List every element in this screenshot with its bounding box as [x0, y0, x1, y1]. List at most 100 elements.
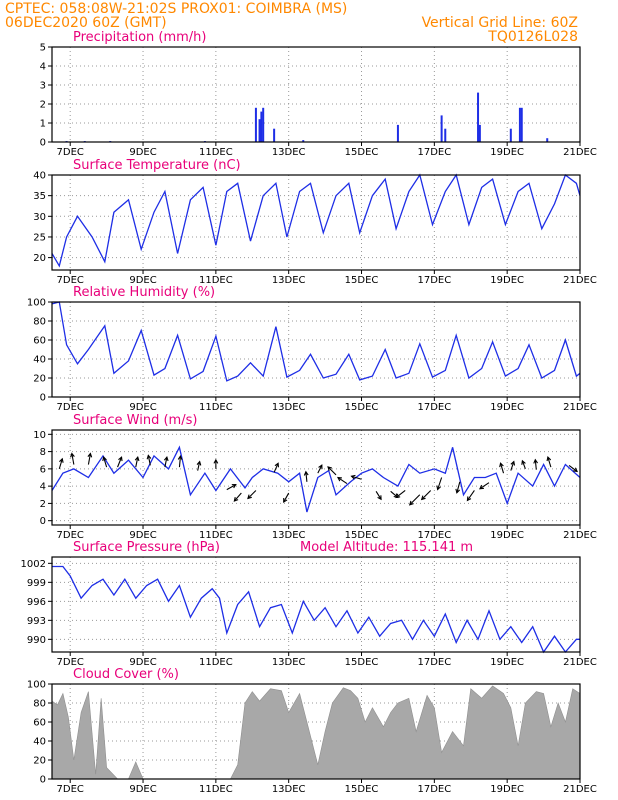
wind-arrowhead: [420, 495, 426, 501]
wind-arrowhead: [233, 497, 239, 502]
precip-bar: [478, 124, 481, 142]
wind-line: [51, 445, 581, 513]
cloud-xtick-label: 13DEC: [272, 784, 306, 795]
precip-bar: [509, 128, 512, 142]
wind-ytick-label: 8: [40, 447, 46, 458]
rh-title: Relative Humidity (%): [73, 285, 215, 300]
wind-arrow: [395, 490, 406, 498]
cloud-xtick-label: 17DEC: [417, 784, 451, 795]
rh-panel: 0 20 40 60 80 100 7DEC 9DEC 11DEC 13DEC 15DEC 17DEC…: [27, 285, 597, 413]
temp-xtick-label: 7DEC: [57, 275, 84, 286]
wind-arrow: [409, 494, 421, 506]
wind-arrowhead: [350, 474, 356, 480]
rh-xtick-label: 9DEC: [129, 402, 156, 413]
wind-arrow: [568, 464, 578, 472]
press-xtick-label: 21DEC: [563, 657, 597, 668]
wind-ytick-label: 2: [40, 499, 46, 510]
cloud-ytick-label: 60: [33, 718, 46, 729]
wind-ytick-label: 6: [40, 464, 46, 475]
wind-xtick-label: 19DEC: [490, 530, 524, 541]
wind-arrowhead: [436, 485, 441, 491]
wind-arrow: [375, 491, 382, 500]
press-line: [52, 565, 580, 654]
press-frame: [51, 556, 581, 653]
precip-bar: [302, 140, 305, 142]
wind-arrow: [273, 463, 279, 473]
press-ytick-label: 993: [27, 616, 46, 627]
wind-arrowhead: [479, 484, 484, 490]
wind-arrow: [147, 455, 151, 466]
rh-xtick-label: 13DEC: [272, 402, 306, 413]
precip-bar: [477, 92, 480, 142]
wind-arrow: [510, 461, 515, 471]
wind-xtick-label: 11DEC: [199, 530, 233, 541]
wind-arrow: [534, 459, 537, 470]
wind-xtick-label: 15DEC: [345, 530, 379, 541]
precip-bar: [262, 107, 265, 142]
wind-arrowhead: [177, 454, 183, 461]
precip-bar: [254, 107, 257, 142]
temp-ytick-label: 35: [33, 191, 46, 202]
wind-arrowhead: [247, 494, 252, 500]
temp-frame: [51, 174, 581, 271]
rh-ytick-label: 60: [33, 336, 46, 347]
wind-arrowhead: [118, 456, 123, 462]
wind-arrow: [135, 457, 139, 468]
rh-xtick-label: 21DEC: [563, 402, 597, 413]
wind-arrowhead: [196, 460, 202, 466]
wind-arrow: [247, 490, 257, 499]
precip-frame: [51, 46, 581, 143]
wind-arrow: [103, 456, 108, 468]
cloud-ytick-label: 80: [33, 699, 46, 710]
temp-ytick-label: 40: [33, 171, 46, 182]
wind-arrowhead: [163, 456, 169, 462]
rh-xtick-label: 15DEC: [345, 402, 379, 413]
press-xtick-label: 19DEC: [490, 657, 524, 668]
precip-xtick-label: 9DEC: [129, 147, 156, 158]
press-xtick-label: 13DEC: [272, 657, 306, 668]
precip-bar: [518, 107, 521, 142]
temp-xtick-label: 21DEC: [563, 275, 597, 286]
wind-title: Surface Wind (m/s): [73, 413, 197, 428]
precip-xtick-label: 17DEC: [417, 147, 451, 158]
header-location: CPTEC: 058:08W-21:02S PROX01: COIMBRA (M…: [5, 1, 347, 17]
wind-arrow: [58, 458, 63, 470]
wind-arrowhead: [573, 467, 578, 473]
press-annotation: Model Altitude: 115.141 m: [300, 540, 473, 555]
wind-arrow: [351, 475, 362, 480]
wind-arrow: [327, 466, 337, 476]
wind-panel: 0 2 4 6 8 10 7DEC 9DEC 11DEC 13DEC 15DEC 17DEC 19DEC…: [33, 413, 597, 541]
wind-arrow: [178, 456, 181, 468]
wind-arrowhead: [408, 500, 414, 506]
wind-arrowhead: [70, 452, 75, 458]
cloud-xtick-label: 9DEC: [129, 784, 156, 795]
wind-arrowhead: [336, 476, 342, 482]
temp-xtick-label: 9DEC: [129, 275, 156, 286]
cloud-xtick-label: 7DEC: [57, 784, 84, 795]
precip-panel: 0 1 2 3 4 5 7DEC 9DEC 11DEC 13DEC 15DEC 17DEC 19DEC 2…: [40, 30, 597, 158]
temp-xtick-label: 17DEC: [417, 275, 451, 286]
press-xtick-label: 17DEC: [417, 657, 451, 668]
wind-arrow: [421, 490, 432, 500]
precip-xtick-label: 19DEC: [490, 147, 524, 158]
press-xtick-label: 15DEC: [345, 657, 379, 668]
temp-ytick-label: 25: [33, 232, 46, 243]
rh-ytick-label: 20: [33, 374, 46, 385]
press-ytick-label: 990: [27, 635, 46, 646]
precip-ytick-label: 0: [40, 138, 46, 149]
rh-ytick-label: 0: [40, 393, 46, 404]
wind-arrow: [456, 481, 461, 493]
wind-arrow: [317, 464, 323, 474]
wind-arrowhead: [231, 484, 237, 489]
precip-bar: [273, 128, 276, 142]
wind-xtick-label: 13DEC: [272, 530, 306, 541]
wind-arrowhead: [546, 456, 552, 462]
wind-arrowhead: [377, 495, 382, 501]
cloud-area: [51, 685, 581, 780]
temp-xtick-label: 11DEC: [199, 275, 233, 286]
wind-arrow: [283, 492, 290, 503]
wind-ytick-label: 4: [40, 482, 46, 493]
precip-bar: [444, 128, 447, 142]
precip-ytick-label: 2: [40, 100, 46, 111]
precip-bar: [440, 115, 443, 142]
